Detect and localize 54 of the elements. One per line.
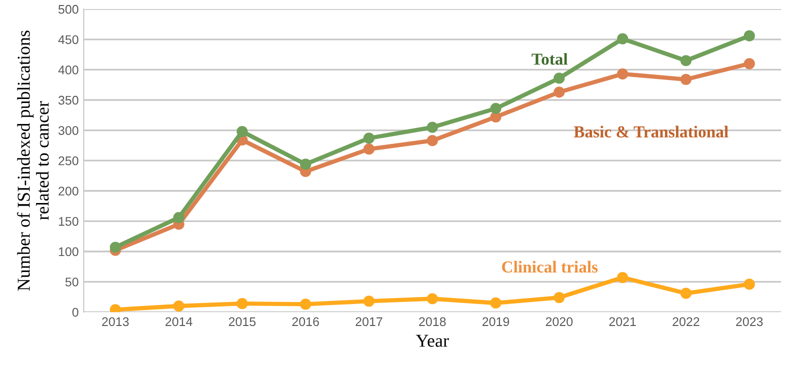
y-tick-label: 300 [58,126,78,135]
x-tick-label: 2019 [482,317,510,326]
x-tick-label: 2021 [609,317,636,326]
y-tick-label: 100 [58,247,78,256]
y-axis-title: Number of ISI-indexed publications related to cancer [16,30,49,291]
point [426,135,438,146]
x-tick-label: 2013 [102,317,129,326]
point [680,288,692,299]
point [680,55,692,66]
point [617,272,628,284]
point [426,293,438,304]
point [680,74,692,85]
series-label: Basic & Translational [574,126,728,138]
y-tick-label: 50 [65,278,78,286]
point [744,58,755,70]
point [300,298,312,310]
point [363,296,375,307]
point [744,278,755,290]
point [173,300,184,312]
point [490,102,502,114]
x-tick-label: 2018 [419,317,446,326]
y-tick-label: 350 [58,96,78,105]
point [617,33,628,44]
y-tick-label: 400 [58,66,78,74]
x-axis-title: Year [416,334,449,347]
point [363,132,375,144]
point [617,68,628,80]
x-tick-label: 2015 [228,317,256,326]
point [554,72,565,84]
point [363,144,375,155]
y-tick-label: 200 [58,186,78,196]
x-tick-label: 2023 [736,317,763,326]
x-tick-label: 2022 [672,317,700,326]
point [110,242,121,253]
x-tick-label: 2020 [546,317,573,326]
y-tick-label: 0 [72,308,78,317]
point [236,298,248,310]
y-tick-label: 450 [58,35,78,44]
point [554,292,565,304]
x-tick-label: 2014 [166,317,192,326]
point [744,30,755,42]
y-tick-label: 500 [58,4,78,14]
y-tick-label: 250 [58,156,78,166]
point [173,212,184,224]
x-tick-label: 2017 [356,317,382,326]
point [236,126,248,138]
point [426,122,438,133]
series-label: Clinical trials [502,260,598,273]
y-tick-label: 150 [58,216,78,226]
point [300,158,312,170]
point [554,86,565,98]
point [490,297,502,309]
series-label: Total [532,53,568,65]
x-tick-label: 2016 [292,317,319,326]
